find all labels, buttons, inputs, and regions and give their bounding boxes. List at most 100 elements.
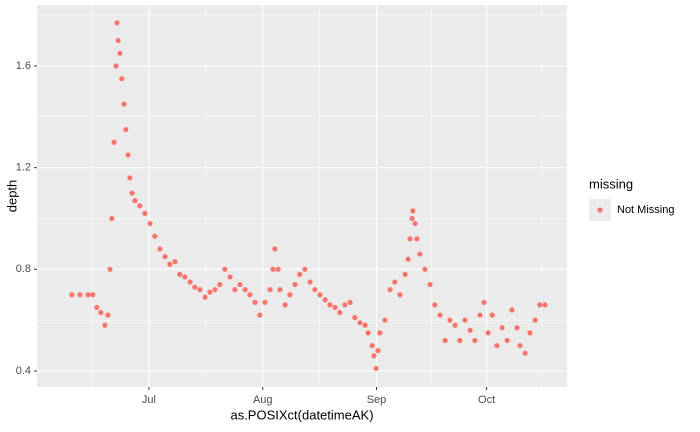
point bbox=[410, 208, 416, 214]
point bbox=[307, 279, 313, 285]
legend: missing Not Missing bbox=[589, 176, 674, 221]
point bbox=[432, 302, 438, 308]
x-tick-label: Sep bbox=[367, 394, 387, 406]
point bbox=[317, 292, 323, 298]
point bbox=[242, 287, 248, 293]
point bbox=[485, 330, 491, 336]
x-tick-label: Oct bbox=[478, 394, 495, 406]
point bbox=[337, 309, 343, 316]
point bbox=[157, 246, 163, 252]
point bbox=[371, 353, 377, 359]
point bbox=[119, 76, 125, 82]
point bbox=[462, 317, 468, 323]
point bbox=[402, 271, 408, 278]
point bbox=[397, 292, 403, 298]
point bbox=[202, 294, 208, 300]
point bbox=[414, 236, 420, 242]
point bbox=[481, 299, 487, 305]
point bbox=[542, 302, 548, 308]
y-tick-label: 0.4 bbox=[16, 365, 31, 377]
point bbox=[357, 320, 363, 326]
point bbox=[69, 292, 75, 298]
point bbox=[377, 330, 383, 336]
point bbox=[212, 287, 218, 293]
point bbox=[167, 261, 173, 267]
point bbox=[117, 50, 123, 56]
point bbox=[494, 342, 500, 349]
point bbox=[227, 274, 233, 280]
point bbox=[125, 152, 131, 158]
point bbox=[85, 292, 91, 298]
point bbox=[365, 330, 371, 336]
point bbox=[115, 37, 121, 44]
point bbox=[405, 256, 411, 262]
legend-title: missing bbox=[589, 176, 633, 191]
point bbox=[407, 236, 413, 242]
point bbox=[504, 337, 510, 344]
point bbox=[272, 246, 278, 252]
point bbox=[362, 322, 368, 328]
y-tick-label: 1.6 bbox=[16, 60, 31, 72]
point bbox=[77, 292, 83, 298]
point bbox=[392, 279, 398, 285]
points bbox=[69, 20, 548, 372]
point bbox=[302, 266, 308, 272]
point bbox=[113, 63, 119, 69]
point bbox=[102, 322, 108, 328]
point bbox=[132, 198, 138, 204]
point bbox=[217, 281, 223, 288]
point bbox=[162, 254, 168, 260]
point bbox=[107, 266, 113, 272]
point bbox=[327, 302, 333, 308]
point bbox=[270, 266, 276, 272]
point bbox=[312, 287, 318, 293]
point bbox=[517, 342, 523, 349]
point bbox=[129, 190, 135, 196]
point bbox=[532, 317, 538, 323]
point bbox=[373, 365, 379, 372]
point bbox=[142, 210, 148, 217]
point bbox=[123, 126, 129, 133]
point bbox=[152, 233, 158, 239]
point bbox=[387, 287, 393, 293]
x-tick-label: Jul bbox=[142, 394, 156, 406]
point bbox=[409, 215, 415, 222]
point bbox=[417, 251, 423, 257]
point bbox=[422, 266, 428, 272]
point bbox=[147, 220, 153, 227]
point bbox=[277, 287, 283, 293]
point bbox=[332, 304, 338, 311]
point bbox=[342, 302, 348, 308]
point bbox=[297, 271, 303, 278]
point bbox=[522, 350, 528, 356]
point bbox=[121, 101, 127, 107]
point bbox=[527, 330, 533, 336]
point bbox=[282, 302, 288, 308]
point bbox=[537, 302, 543, 308]
point bbox=[287, 292, 293, 298]
point bbox=[375, 348, 381, 354]
axes: 0.4 0.8 1.2 1.6 Jul Aug Sep Oct bbox=[16, 60, 495, 406]
point bbox=[197, 287, 203, 293]
point bbox=[382, 317, 388, 323]
point bbox=[292, 281, 298, 288]
point bbox=[514, 325, 520, 331]
point bbox=[412, 220, 418, 227]
point bbox=[222, 266, 228, 272]
point bbox=[447, 317, 453, 323]
y-axis-title: depth bbox=[4, 180, 19, 213]
x-tick-label: Aug bbox=[253, 394, 273, 406]
point bbox=[114, 20, 120, 26]
point bbox=[499, 325, 505, 331]
legend-label: Not Missing bbox=[617, 204, 674, 216]
point bbox=[252, 299, 258, 305]
y-tick-label: 0.8 bbox=[16, 263, 31, 275]
point bbox=[247, 292, 253, 298]
point bbox=[98, 309, 104, 316]
x-axis-title: as.POSIXct(datetimeAK) bbox=[230, 407, 373, 422]
point bbox=[267, 287, 273, 293]
point bbox=[94, 304, 100, 311]
point bbox=[369, 342, 375, 349]
point bbox=[105, 312, 111, 318]
